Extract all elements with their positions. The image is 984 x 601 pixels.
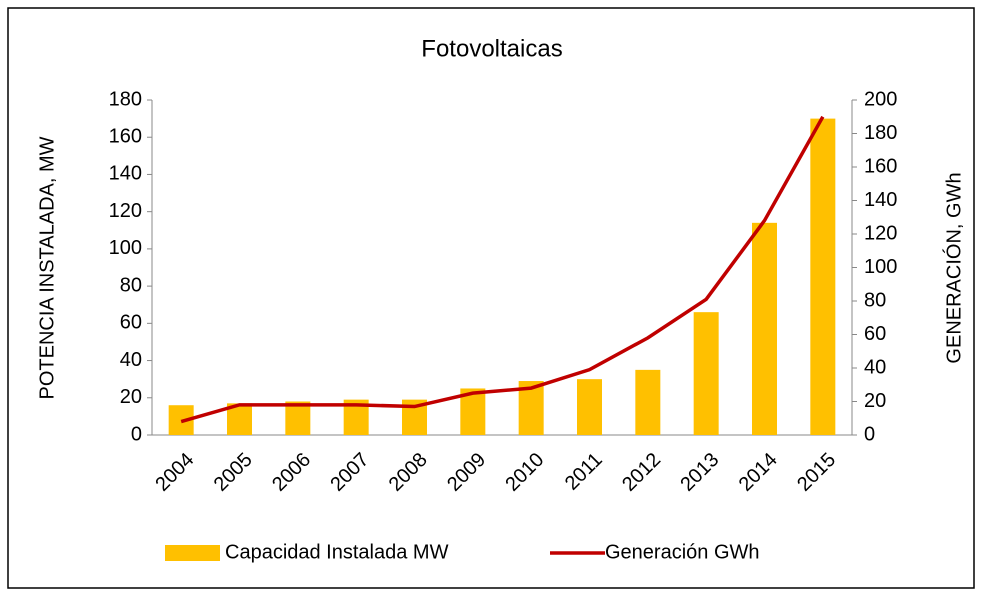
y2-tick-label: 120 (864, 222, 897, 244)
bar (693, 312, 719, 435)
y-tick-label: 0 (131, 423, 142, 445)
y2-tick-label: 180 (864, 122, 897, 144)
legend-swatch (165, 545, 220, 561)
bar (285, 401, 311, 435)
bar (577, 379, 602, 435)
y2-tick-label: 80 (864, 289, 886, 311)
line (180, 115, 825, 424)
y-axis-label: POTENCIA INSTALADA, MW (36, 136, 58, 399)
bar (635, 369, 661, 435)
y-tick-label: 60 (120, 312, 142, 334)
y-tick-label: 100 (109, 237, 142, 259)
y-tick-label: 80 (120, 274, 142, 296)
y-tick-label: 160 (109, 126, 142, 148)
bar (752, 222, 777, 435)
y2-tick-label: 0 (864, 423, 875, 445)
y2-tick-label: 200 (864, 88, 897, 110)
y2-axis-label: GENERACIÓN, GWh (942, 172, 965, 363)
y-tick-label: 180 (109, 88, 142, 110)
legend-label: Generación GWh (605, 541, 760, 563)
y2-tick-label: 40 (864, 356, 886, 378)
chart-title: Fotovoltaicas (421, 35, 562, 62)
y2-tick-label: 60 (864, 323, 886, 345)
y2-tick-label: 100 (864, 256, 897, 278)
y-tick-label: 140 (109, 163, 142, 185)
bar (810, 118, 836, 435)
y-tick-label: 20 (120, 386, 142, 408)
y-tick-label: 120 (109, 200, 142, 222)
y2-tick-label: 20 (864, 390, 886, 412)
y2-tick-label: 160 (864, 155, 897, 177)
y-tick-label: 40 (120, 349, 142, 371)
y2-tick-label: 140 (864, 189, 897, 211)
legend-label: Capacidad Instalada MW (225, 541, 449, 563)
